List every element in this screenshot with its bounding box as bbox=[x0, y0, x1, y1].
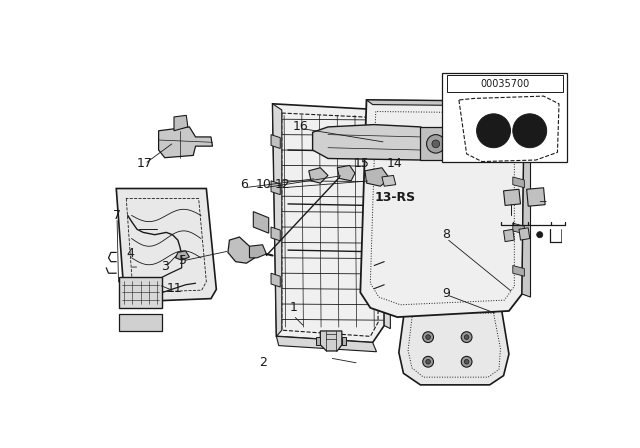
Circle shape bbox=[513, 114, 547, 148]
Polygon shape bbox=[504, 189, 520, 206]
Polygon shape bbox=[271, 273, 280, 287]
Polygon shape bbox=[367, 100, 531, 106]
Polygon shape bbox=[337, 165, 355, 181]
Circle shape bbox=[477, 114, 511, 148]
Polygon shape bbox=[118, 314, 163, 331]
Polygon shape bbox=[382, 176, 396, 186]
Polygon shape bbox=[316, 337, 320, 345]
Circle shape bbox=[461, 356, 472, 367]
Text: 6: 6 bbox=[240, 178, 248, 191]
Polygon shape bbox=[442, 73, 566, 162]
Polygon shape bbox=[522, 102, 531, 297]
Polygon shape bbox=[519, 228, 530, 240]
Circle shape bbox=[426, 335, 431, 340]
Polygon shape bbox=[513, 223, 524, 234]
Polygon shape bbox=[271, 134, 280, 148]
Polygon shape bbox=[250, 245, 266, 258]
Text: 7: 7 bbox=[113, 209, 121, 222]
Text: 1: 1 bbox=[289, 301, 298, 314]
Polygon shape bbox=[118, 277, 163, 308]
Text: 9: 9 bbox=[442, 287, 450, 300]
Polygon shape bbox=[174, 116, 188, 131]
Polygon shape bbox=[116, 189, 216, 302]
Polygon shape bbox=[447, 75, 563, 92]
Circle shape bbox=[422, 356, 433, 367]
Polygon shape bbox=[271, 181, 280, 195]
Polygon shape bbox=[342, 337, 346, 345]
Text: 15: 15 bbox=[353, 157, 369, 170]
Text: 10: 10 bbox=[256, 178, 272, 191]
Circle shape bbox=[464, 359, 469, 364]
Polygon shape bbox=[513, 177, 524, 188]
Text: 12: 12 bbox=[275, 178, 291, 191]
Text: 17: 17 bbox=[137, 157, 152, 170]
Circle shape bbox=[426, 359, 431, 364]
Polygon shape bbox=[253, 211, 269, 233]
Polygon shape bbox=[504, 229, 515, 241]
Text: 4: 4 bbox=[126, 247, 134, 260]
Polygon shape bbox=[513, 266, 524, 276]
Text: 14: 14 bbox=[387, 157, 403, 170]
Polygon shape bbox=[276, 336, 376, 352]
Polygon shape bbox=[312, 125, 436, 160]
Polygon shape bbox=[527, 188, 545, 206]
Polygon shape bbox=[308, 168, 328, 183]
Text: 3: 3 bbox=[161, 260, 170, 273]
Text: 11: 11 bbox=[166, 282, 182, 295]
Polygon shape bbox=[513, 131, 524, 142]
Circle shape bbox=[461, 332, 472, 343]
Text: 8: 8 bbox=[442, 228, 451, 241]
Polygon shape bbox=[384, 110, 390, 329]
Circle shape bbox=[537, 232, 543, 238]
Polygon shape bbox=[273, 104, 384, 343]
Text: 16: 16 bbox=[293, 120, 308, 133]
Polygon shape bbox=[365, 168, 390, 186]
Text: 13-RS: 13-RS bbox=[374, 191, 415, 204]
Polygon shape bbox=[175, 251, 189, 260]
Circle shape bbox=[427, 134, 445, 153]
Polygon shape bbox=[320, 331, 342, 351]
Text: 5: 5 bbox=[179, 254, 187, 267]
Polygon shape bbox=[228, 237, 255, 263]
Polygon shape bbox=[159, 127, 212, 158]
Polygon shape bbox=[420, 127, 451, 160]
Polygon shape bbox=[273, 104, 282, 336]
Polygon shape bbox=[271, 227, 280, 241]
Text: 00035700: 00035700 bbox=[481, 79, 530, 89]
Circle shape bbox=[460, 137, 473, 149]
Circle shape bbox=[464, 335, 469, 340]
Circle shape bbox=[432, 140, 440, 148]
Circle shape bbox=[422, 332, 433, 343]
Polygon shape bbox=[399, 306, 509, 385]
Polygon shape bbox=[451, 127, 486, 160]
Text: 2: 2 bbox=[259, 356, 267, 369]
Polygon shape bbox=[360, 100, 524, 317]
